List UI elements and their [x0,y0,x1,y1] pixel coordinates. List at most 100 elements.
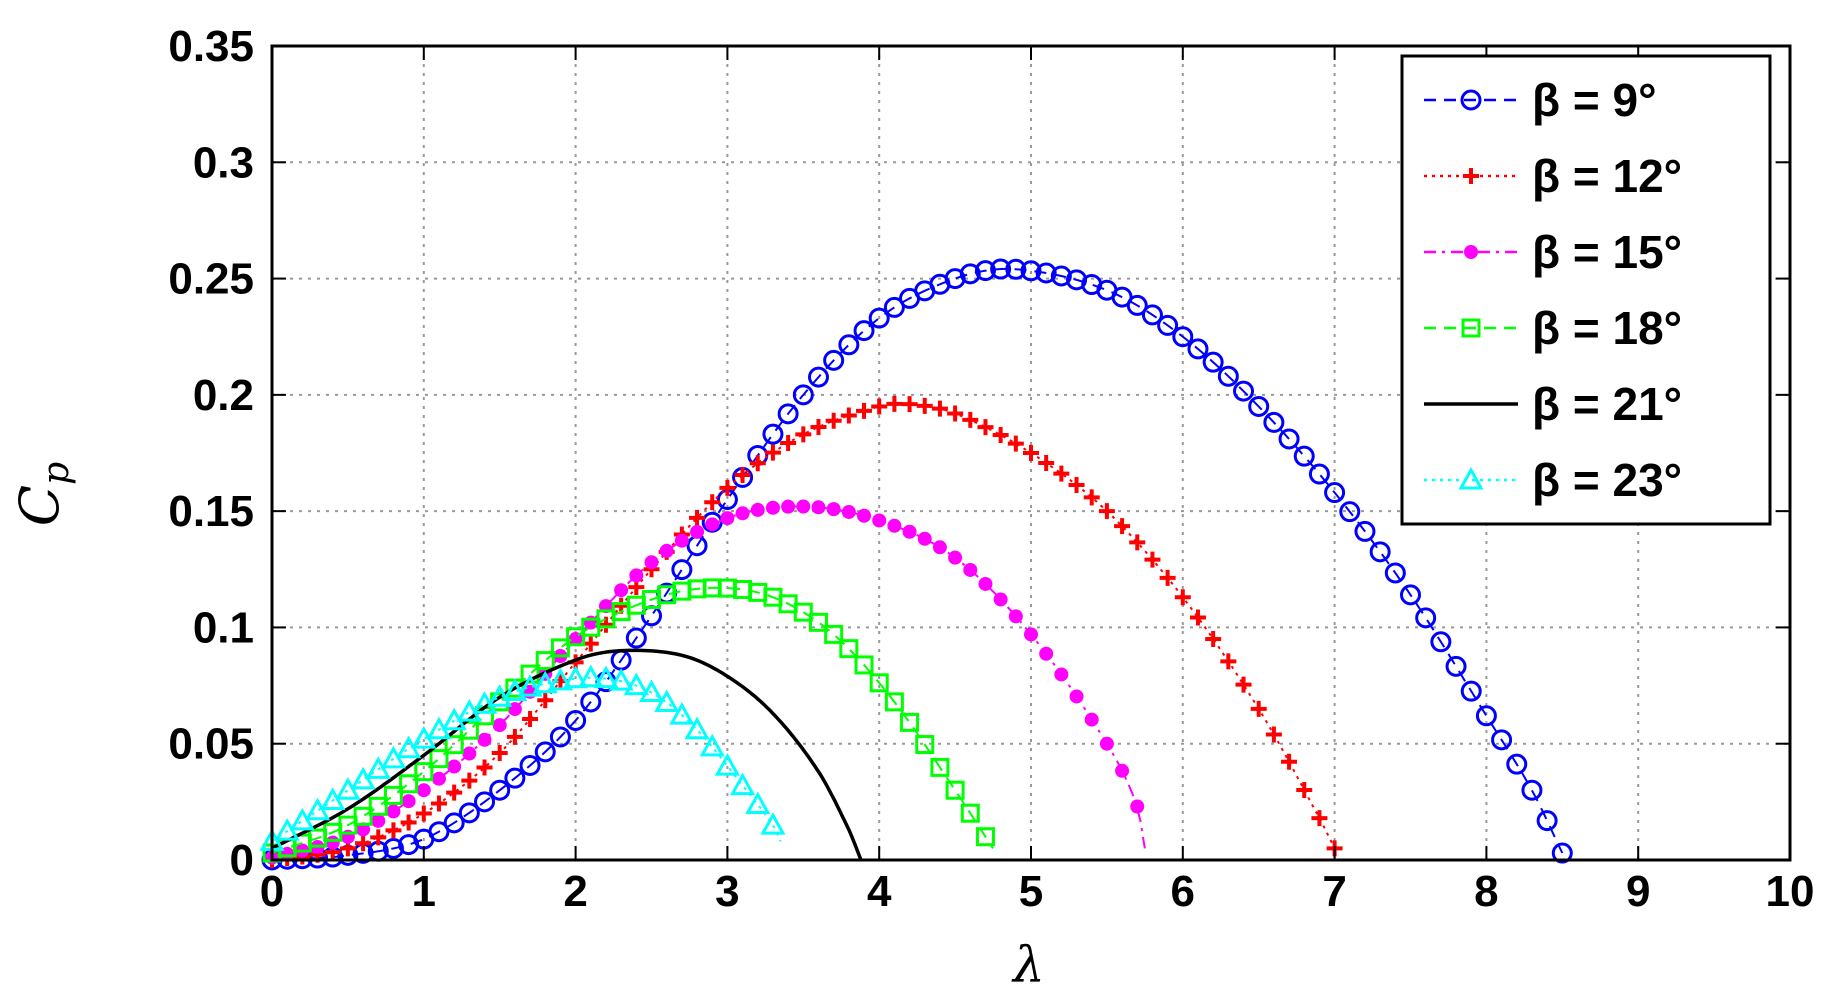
series-beta-9-marker [1475,705,1497,727]
series-beta-12-marker [461,772,478,789]
series-beta-18-marker [869,673,889,693]
series-beta-15-marker [356,822,371,837]
series-beta-9-marker [762,423,784,445]
series-beta-12-marker [825,412,842,429]
series-beta-23-marker [517,674,543,697]
x-tick-label: 9 [1626,867,1650,916]
series-beta-9-marker [1308,463,1330,485]
series-beta-12-marker [901,396,918,413]
svg-text:Cp: Cp [8,462,77,526]
series-beta-15-marker [720,511,735,526]
x-tick-label: 2 [563,867,587,916]
series-beta-23-marker [563,665,589,689]
series-beta-9-marker [625,627,647,649]
series-beta-15-marker [1069,689,1084,704]
legend-item-beta-18: β = 18° [1424,302,1682,354]
series-beta-15-marker [568,632,583,647]
series-beta-12-marker [719,479,736,496]
x-tick-label: 8 [1474,867,1498,916]
series-beta-12-marker [1007,435,1024,452]
series-beta-23-marker [684,716,710,740]
series-beta-9-marker [1005,258,1027,280]
series-beta-18-marker [824,624,844,644]
series-beta-12-marker [385,822,402,839]
series-beta-9-marker [1384,562,1406,584]
series-beta-23-marker [654,689,680,713]
series-beta-12-marker [1235,676,1252,693]
series-beta-9-marker [974,260,996,282]
series-beta-12-marker [856,402,873,419]
series-beta-12-marker [1053,465,1070,482]
series-beta-15-marker [644,555,659,570]
series-beta-12-marker [992,426,1009,443]
series-beta-12-marker [689,509,706,526]
legend-item-beta-15-marker [1464,245,1478,259]
series-beta-15-marker [932,540,947,555]
series-beta-12-marker [1250,700,1267,717]
series-beta-23 [259,664,786,851]
legend-box [1400,54,1772,526]
series-beta-15-marker [811,500,826,515]
series-beta-9 [261,258,1573,871]
legend-item-beta-9: β = 9° [1424,74,1656,126]
series-beta-9-marker [1460,680,1482,702]
series-beta-23-marker [760,812,786,835]
series-beta-15-marker [325,835,340,850]
series-beta-12-marker [977,419,994,436]
series-beta-9-marker [428,821,450,843]
series-beta-21-line [271,648,863,861]
series-beta-12-marker [1220,653,1237,670]
y-tick-label: 0.35 [168,22,254,71]
series-beta-9-marker [443,812,465,834]
series-beta-12-marker [1098,503,1115,520]
series-beta-23-marker [593,665,619,689]
series-beta-18-marker [839,639,859,659]
series-beta-9-marker [1126,294,1148,316]
series-beta-9-marker [534,741,556,763]
series-beta-9-marker [1217,365,1239,387]
series-beta-15-marker [401,794,416,809]
series-beta-12-marker [871,398,888,415]
series-beta-18-marker [960,803,980,823]
series-beta-9-marker [1293,445,1315,467]
series-beta-9-marker [883,296,905,318]
series-beta-12-marker [1114,518,1131,535]
series-beta-9-marker [1536,810,1558,832]
x-tick-label: 6 [1171,867,1195,916]
series-beta-23-marker [745,791,771,815]
x-tick-label: 5 [1019,867,1043,916]
series-beta-15-marker [978,576,993,591]
legend-item-beta-12: β = 12° [1424,150,1682,202]
series-beta-9-marker [382,837,404,859]
series-beta-15-marker [993,592,1008,607]
x-tick-label: 10 [1766,867,1815,916]
series-beta-12-marker [734,466,751,483]
series-beta-23-marker [699,733,725,757]
y-tick-label: 0.25 [168,255,254,304]
series-beta-12-marker [446,784,463,801]
series-beta-12-marker [1038,454,1055,471]
series-beta-9-marker [1233,380,1255,402]
y-tick-label: 0.2 [193,371,254,420]
series-beta-9-marker [1400,584,1421,606]
series-beta-15-marker [690,524,705,539]
series-beta-15-marker [614,583,629,598]
series-beta-9-marker [580,691,602,713]
series-beta-12-marker [947,405,964,422]
series-beta-12-marker [582,635,599,652]
series-beta-18-marker [793,602,813,622]
series-beta-9-marker [777,403,799,425]
y-axis-label-sub: p [36,462,77,485]
series-beta-12-marker [840,407,857,424]
series-beta-23-marker [714,752,740,776]
series-beta-9-marker [1141,304,1163,326]
series-beta-9-marker [458,802,480,824]
series-beta-15-marker [826,502,841,517]
series-beta-18-marker [808,612,828,632]
series-beta-23-marker [547,667,573,691]
series-beta-18-marker [566,627,586,647]
series-beta-9-marker [1263,411,1285,433]
series-beta-12-marker [1129,534,1146,551]
series-beta-23-marker [350,766,376,790]
series-beta-12-marker [931,400,948,417]
